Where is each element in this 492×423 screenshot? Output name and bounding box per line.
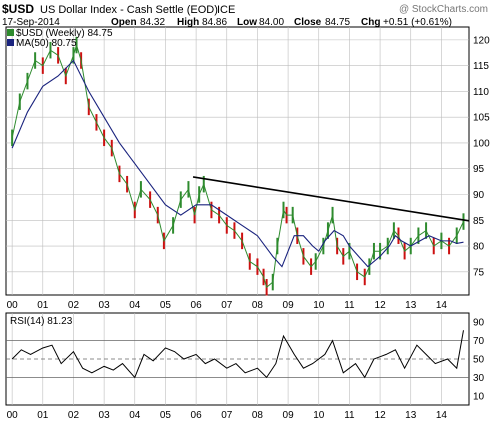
price-x-tick-03: 03 bbox=[99, 300, 111, 311]
price-y-tick-100: 100 bbox=[473, 138, 490, 149]
rsi-x-tick-12: 12 bbox=[375, 410, 387, 421]
chg-value: +0.51 (+0.61%) bbox=[383, 17, 452, 28]
rsi-y-tick-30: 30 bbox=[473, 373, 485, 384]
price-legend: $USD (Weekly) 84.75 MA(50) 80.75 bbox=[7, 28, 113, 49]
watermark: @ StockCharts.com bbox=[399, 4, 488, 15]
rsi-y-tick-70: 70 bbox=[473, 336, 485, 347]
price-x-axis: 00 01 02 03 04 05 06 07 08 09 10 11 12 13 14 bbox=[7, 300, 448, 311]
close-label: Close bbox=[294, 17, 322, 28]
rsi-y-axis: 10 30 50 70 90 bbox=[473, 318, 485, 403]
chg-label: Chg bbox=[361, 17, 380, 28]
price-y-tick-90: 90 bbox=[473, 190, 485, 201]
price-y-tick-95: 95 bbox=[473, 164, 485, 175]
price-x-tick-02: 02 bbox=[68, 300, 80, 311]
price-x-tick-13: 13 bbox=[405, 300, 417, 311]
rsi-x-tick-05: 05 bbox=[160, 410, 172, 421]
high-value: 84.86 bbox=[202, 17, 227, 28]
price-y-tick-115: 115 bbox=[473, 61, 489, 72]
price-x-tick-12: 12 bbox=[375, 300, 387, 311]
price-series bbox=[11, 36, 470, 296]
close-value: 84.75 bbox=[325, 17, 350, 28]
price-x-tick-04: 04 bbox=[129, 300, 141, 311]
chart-name: US Dollar Index - Cash Settle (EOD) bbox=[40, 4, 218, 16]
rsi-y-tick-50: 50 bbox=[473, 355, 485, 366]
price-y-tick-80: 80 bbox=[473, 242, 485, 253]
ma-line bbox=[11, 59, 464, 268]
rsi-x-tick-07: 07 bbox=[221, 410, 233, 421]
rsi-panel: 10 30 50 70 90 00 01 02 03 04 05 06 07 08 09 10 11 12 13 1… bbox=[5, 312, 485, 421]
price-line bbox=[11, 43, 464, 289]
rsi-x-tick-10: 10 bbox=[313, 410, 325, 421]
price-x-tick-06: 06 bbox=[191, 300, 203, 311]
rsi-y-tick-10: 10 bbox=[473, 391, 485, 402]
price-x-tick-07: 07 bbox=[221, 300, 233, 311]
rsi-x-tick-08: 08 bbox=[252, 410, 264, 421]
rsi-x-tick-13: 13 bbox=[405, 410, 417, 421]
chart-symbol: $USD bbox=[2, 2, 34, 16]
legend-ma: MA(50) 80.75 bbox=[16, 38, 77, 49]
price-panel: 75 80 85 90 95 100 105 110 115 120 00 01 02 03 04 05 06… bbox=[5, 26, 490, 311]
price-y-tick-85: 85 bbox=[473, 216, 485, 227]
price-x-tick-05: 05 bbox=[160, 300, 172, 311]
rsi-y-tick-90: 90 bbox=[473, 318, 485, 329]
rsi-x-tick-00: 00 bbox=[7, 410, 19, 421]
rsi-x-tick-09: 09 bbox=[283, 410, 295, 421]
price-x-tick-00: 00 bbox=[7, 300, 19, 311]
open-label: Open bbox=[111, 17, 137, 28]
price-x-tick-11: 11 bbox=[344, 300, 355, 311]
chart-exchange: ICE bbox=[217, 4, 235, 16]
rsi-x-tick-04: 04 bbox=[129, 410, 141, 421]
rsi-x-axis: 00 01 02 03 04 05 06 07 08 09 10 11 12 13 14 bbox=[7, 410, 448, 421]
price-x-tick-01: 01 bbox=[37, 300, 49, 311]
rsi-x-tick-14: 14 bbox=[436, 410, 448, 421]
rsi-series bbox=[11, 330, 464, 379]
legend-swatch-ma bbox=[7, 39, 14, 46]
low-value: 84.00 bbox=[259, 17, 284, 28]
price-y-tick-105: 105 bbox=[473, 113, 490, 124]
price-x-tick-08: 08 bbox=[252, 300, 264, 311]
price-y-tick-120: 120 bbox=[473, 35, 490, 46]
rsi-x-tick-06: 06 bbox=[191, 410, 203, 421]
high-label: High bbox=[177, 17, 199, 28]
price-x-tick-09: 09 bbox=[283, 300, 295, 311]
rsi-x-tick-02: 02 bbox=[68, 410, 80, 421]
rsi-x-tick-11: 11 bbox=[344, 410, 355, 421]
rsi-line bbox=[11, 330, 464, 379]
low-label: Low bbox=[237, 17, 257, 28]
price-y-tick-110: 110 bbox=[473, 87, 489, 98]
price-x-tick-10: 10 bbox=[313, 300, 325, 311]
legend-usd: $USD (Weekly) 84.75 bbox=[16, 28, 113, 39]
rsi-x-tick-03: 03 bbox=[99, 410, 111, 421]
price-y-tick-75: 75 bbox=[473, 267, 485, 278]
legend-swatch-usd bbox=[7, 29, 14, 36]
trendline bbox=[192, 176, 470, 222]
chart-date: 17-Sep-2014 bbox=[2, 17, 60, 28]
price-x-tick-14: 14 bbox=[436, 300, 448, 311]
open-value: 84.32 bbox=[140, 17, 165, 28]
price-y-axis: 75 80 85 90 95 100 105 110 115 120 bbox=[473, 35, 490, 278]
legend-rsi: RSI(14) 81.23 bbox=[10, 316, 73, 327]
rsi-x-tick-01: 01 bbox=[37, 410, 49, 421]
price-panel-frame bbox=[5, 26, 470, 296]
